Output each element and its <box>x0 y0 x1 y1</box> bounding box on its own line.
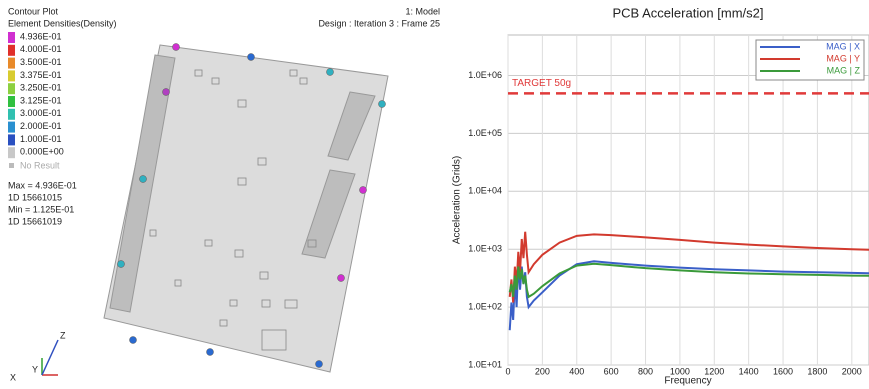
legend-label: 3.500E-01 <box>20 57 62 67</box>
max-label: Max = 4.936E-01 <box>8 180 77 190</box>
legend-swatch <box>8 109 15 120</box>
legend-label: MAG | Y <box>826 53 860 63</box>
axis-x-label: X <box>10 372 16 382</box>
legend-label: 4.936E-01 <box>20 31 62 41</box>
legend-label: 1.000E-01 <box>20 134 62 144</box>
model-view <box>42 44 388 376</box>
reference-label: TARGET 50g <box>512 78 571 89</box>
x-tick-label: 2000 <box>842 366 862 376</box>
min-id: 1D 15661019 <box>8 216 62 226</box>
legend-label: MAG | X <box>826 41 860 51</box>
legend-swatch <box>8 70 15 81</box>
legend-label: 2.000E-01 <box>20 121 62 131</box>
legend-label: 4.000E-01 <box>20 44 62 54</box>
max-id: 1D 15661015 <box>8 192 62 202</box>
x-tick-label: 0 <box>505 366 510 376</box>
legend-label: 3.375E-01 <box>20 70 62 80</box>
legend-swatch <box>8 96 15 107</box>
legend-swatch <box>8 122 15 133</box>
x-tick-label: 600 <box>604 366 619 376</box>
result-type: Element Densities(Density) <box>8 18 117 28</box>
legend-label: 3.000E-01 <box>20 108 62 118</box>
x-tick-label: 200 <box>535 366 550 376</box>
min-label: Min = 1.125E-01 <box>8 204 74 214</box>
legend-swatch <box>8 58 15 69</box>
x-axis-label: Frequency <box>664 376 711 387</box>
x-tick-label: 1400 <box>739 366 759 376</box>
x-tick-label: 1800 <box>807 366 827 376</box>
axis-z-label: Z <box>60 330 66 340</box>
legend-label: 0.000E+00 <box>20 147 64 157</box>
x-tick-label: 1600 <box>773 366 793 376</box>
y-tick-label: 1.0E+02 <box>468 301 502 311</box>
y-tick-label: 1.0E+06 <box>468 70 502 80</box>
plot-title: Contour Plot <box>8 6 59 16</box>
y-axis-label: Acceleration (Grids) <box>452 156 463 244</box>
legend-swatch <box>8 45 15 56</box>
legend-label: MAG | Z <box>827 65 861 75</box>
y-tick-label: 1.0E+04 <box>468 186 502 196</box>
x-tick-label: 1200 <box>704 366 724 376</box>
x-tick-label: 400 <box>569 366 584 376</box>
legend-label: 3.125E-01 <box>20 95 62 105</box>
axis-y-label: Y <box>32 364 38 374</box>
y-tick-label: 1.0E+01 <box>468 359 502 369</box>
y-tick-label: 1.0E+05 <box>468 128 502 138</box>
x-tick-label: 800 <box>638 366 653 376</box>
model-label: 1: Model <box>405 6 440 16</box>
chart-title: PCB Acceleration [mm/s2] <box>613 5 764 20</box>
viewport: Contour Plot Element Densities(Density) … <box>0 0 869 389</box>
axis-triad <box>42 340 58 375</box>
legend-swatch <box>8 83 15 94</box>
legend-swatch <box>8 32 15 43</box>
legend-swatch <box>8 134 15 145</box>
y-tick-label: 1.0E+03 <box>468 244 502 254</box>
legend-label: 3.250E-01 <box>20 83 62 93</box>
design-label: Design : Iteration 3 : Frame 25 <box>318 18 440 28</box>
screen: Contour Plot Element Densities(Density) … <box>0 0 869 389</box>
no-result: No Result <box>20 160 60 170</box>
x-tick-label: 1000 <box>670 366 690 376</box>
legend-swatch <box>8 147 15 158</box>
legend-swatch <box>9 163 14 168</box>
